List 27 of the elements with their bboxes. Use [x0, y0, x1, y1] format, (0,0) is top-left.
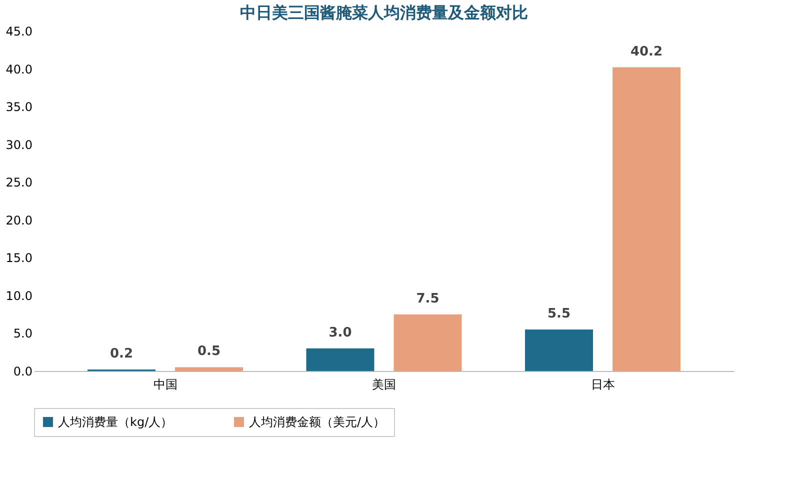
y-tick-label: 25.0 [6, 176, 32, 190]
y-tick-label: 10.0 [6, 288, 32, 303]
bar [612, 67, 680, 371]
y-tick-label: 0.0 [13, 364, 32, 378]
chart-title: 中日美三国酱腌菜人均消费量及金额对比 [240, 3, 528, 22]
data-label: 7.5 [416, 291, 440, 306]
x-tick-label: 中国 [153, 378, 178, 392]
data-label: 0.5 [197, 344, 221, 360]
data-label: 40.2 [630, 44, 663, 60]
y-tick-label: 20.0 [6, 213, 32, 228]
data-label: 5.5 [547, 306, 571, 322]
legend-label: 人均消费量（kg/人） [58, 415, 173, 429]
y-tick-label: 30.0 [6, 138, 32, 152]
bar [306, 348, 374, 371]
bar [394, 314, 462, 371]
y-tick-label: 15.0 [6, 251, 32, 266]
legend-label: 人均消费金额（美元/人） [249, 415, 386, 429]
y-tick-label: 5.0 [13, 326, 32, 341]
bar [175, 367, 243, 371]
data-label: 3.0 [328, 325, 352, 340]
y-tick-label: 45.0 [6, 24, 32, 38]
y-tick-label: 35.0 [6, 100, 32, 114]
x-tick-label: 美国 [372, 378, 396, 392]
y-tick-label: 40.0 [6, 62, 32, 76]
bar [525, 329, 593, 371]
data-label: 0.2 [110, 346, 134, 362]
x-tick-label: 日本 [590, 378, 615, 392]
